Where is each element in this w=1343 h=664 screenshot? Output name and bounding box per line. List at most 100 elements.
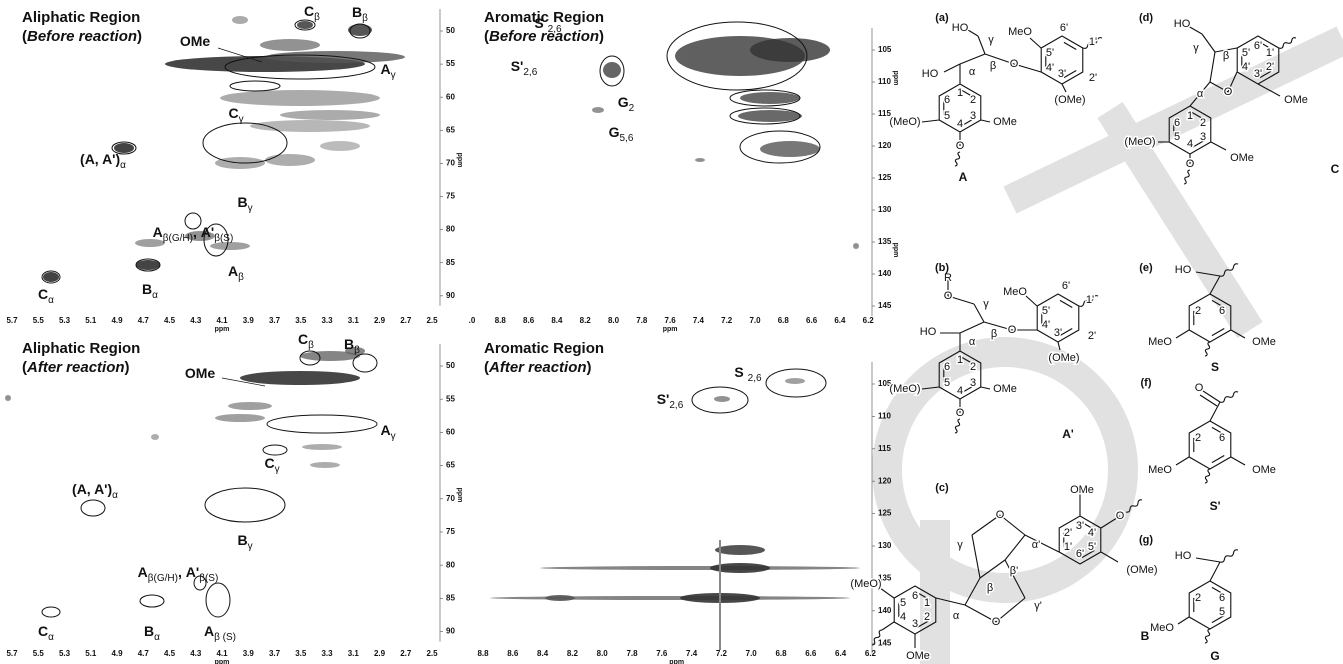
peak: [785, 378, 805, 384]
atom-label: 5: [944, 377, 950, 389]
label-subscript: γ: [275, 464, 280, 475]
label-text: A: [153, 224, 163, 240]
atom-label: (OMe): [1048, 352, 1079, 364]
label-subscript: γ: [248, 203, 253, 214]
region-ellipse: [353, 354, 377, 372]
atom-label: 1': [1064, 541, 1072, 553]
peak-label: Cγ: [228, 105, 243, 125]
bond: [944, 64, 960, 72]
x-tick-label: 7.8: [636, 316, 648, 325]
atom-label: 5': [1242, 47, 1250, 59]
label-text: A: [380, 422, 390, 438]
peak-label: Bα: [144, 623, 160, 643]
x-tick-label: 3.3: [321, 316, 333, 325]
atom-label: OMe: [1284, 94, 1308, 106]
x-tick-label: 6.2: [865, 649, 877, 658]
atom-label: 1': [1089, 36, 1097, 48]
bond: [960, 54, 985, 64]
label-subscript: β: [308, 340, 314, 351]
peak-label: G5,6: [609, 124, 634, 144]
bond: [1026, 296, 1037, 306]
y-tick-label: 125: [878, 173, 892, 182]
peak: [540, 566, 860, 570]
subtitle-part: ): [599, 28, 604, 45]
atom-label: 2: [1195, 432, 1201, 444]
x-tick-label: 4.9: [111, 649, 123, 658]
atom-label: HO: [1174, 18, 1191, 30]
panel-title: Aliphatic Region: [22, 340, 140, 357]
atom-label: 2': [1266, 61, 1274, 73]
atom-label: 3: [1200, 131, 1206, 143]
label-subscript: 2,6: [523, 67, 537, 78]
wavy-bond: [1220, 550, 1238, 562]
region-ellipse: [42, 607, 60, 617]
atom-label: α: [969, 66, 976, 78]
peak: [760, 141, 820, 157]
atom-label: β: [987, 582, 993, 594]
label-subscript: β: [314, 12, 320, 23]
y-tick-label: 85: [446, 594, 455, 603]
atom-label: O: [1010, 58, 1019, 70]
peak-label: G2: [618, 94, 635, 114]
atom-label: O: [956, 407, 965, 419]
label-subscript: β(G/H): [148, 573, 178, 584]
structure-name: S: [1211, 360, 1219, 374]
atom-label: 4': [1042, 319, 1050, 331]
label-subscript: 5,6: [619, 133, 633, 144]
label-subscript: 2: [629, 103, 635, 114]
atom-label: 6: [1174, 117, 1180, 129]
peak: [232, 16, 248, 24]
atom-label: 2': [1089, 72, 1097, 84]
y-axis-label: ppm: [456, 153, 463, 168]
peak: [136, 260, 160, 270]
peak-label: Aβ(G/H), A'β(S): [153, 224, 234, 244]
wavy-bond: [1205, 342, 1210, 356]
label-text: A: [228, 263, 238, 279]
x-tick-label: 7.2: [716, 649, 728, 658]
label-text: OMe: [180, 33, 211, 49]
subtitle-part: After reaction: [488, 359, 587, 376]
wavy-bond: [955, 419, 960, 433]
subtitle-part: ): [125, 359, 130, 376]
label-subscript: 2,6: [669, 400, 683, 411]
bond: [1178, 617, 1189, 624]
label-text: C: [304, 3, 314, 19]
x-tick-label: 2.7: [400, 649, 412, 658]
y-tick-label: 85: [446, 258, 455, 267]
peak-label: S 2,6: [734, 364, 762, 384]
atom-label: γ: [988, 34, 994, 46]
peak: [280, 110, 380, 120]
atom-label: 2': [1064, 527, 1072, 539]
atom-label: 6': [1062, 280, 1070, 292]
x-tick-label: 7.6: [665, 316, 677, 325]
bond: [960, 322, 984, 333]
label-subscript: α: [152, 290, 158, 301]
label-text: (A, A'): [80, 151, 120, 167]
x-tick-label: 8.4: [537, 649, 549, 658]
peak-label: (A, A')α: [80, 151, 126, 171]
x-tick-label: 3.1: [348, 649, 360, 658]
label-subscript: γ: [239, 114, 244, 125]
bond: [968, 30, 978, 36]
x-tick-label: 8.6: [507, 649, 519, 658]
atom-label: 3: [970, 377, 976, 389]
x-tick-label: 8.0: [608, 316, 620, 325]
x-tick-label: 5.1: [85, 649, 97, 658]
bond: [1210, 562, 1220, 581]
atom-label: 6: [944, 94, 950, 106]
peak-label: Cα: [38, 286, 54, 306]
atom-label: β: [990, 60, 996, 72]
atom-label: γ: [957, 539, 963, 551]
label-text: , A': [178, 564, 199, 580]
label-subscript: β(S): [199, 573, 218, 584]
peak: [740, 92, 800, 104]
peak-label: Bγ: [237, 532, 252, 552]
peak-label: Aβ: [228, 263, 244, 283]
peak-label: Aβ (S): [204, 623, 236, 643]
peak-label: Cγ: [264, 455, 279, 475]
label-text: S': [657, 391, 670, 407]
label-subscript: β (S): [214, 632, 236, 643]
bond: [1005, 535, 1025, 560]
structure-tag: (f): [1141, 377, 1152, 389]
atom-label: HO: [1175, 550, 1192, 562]
